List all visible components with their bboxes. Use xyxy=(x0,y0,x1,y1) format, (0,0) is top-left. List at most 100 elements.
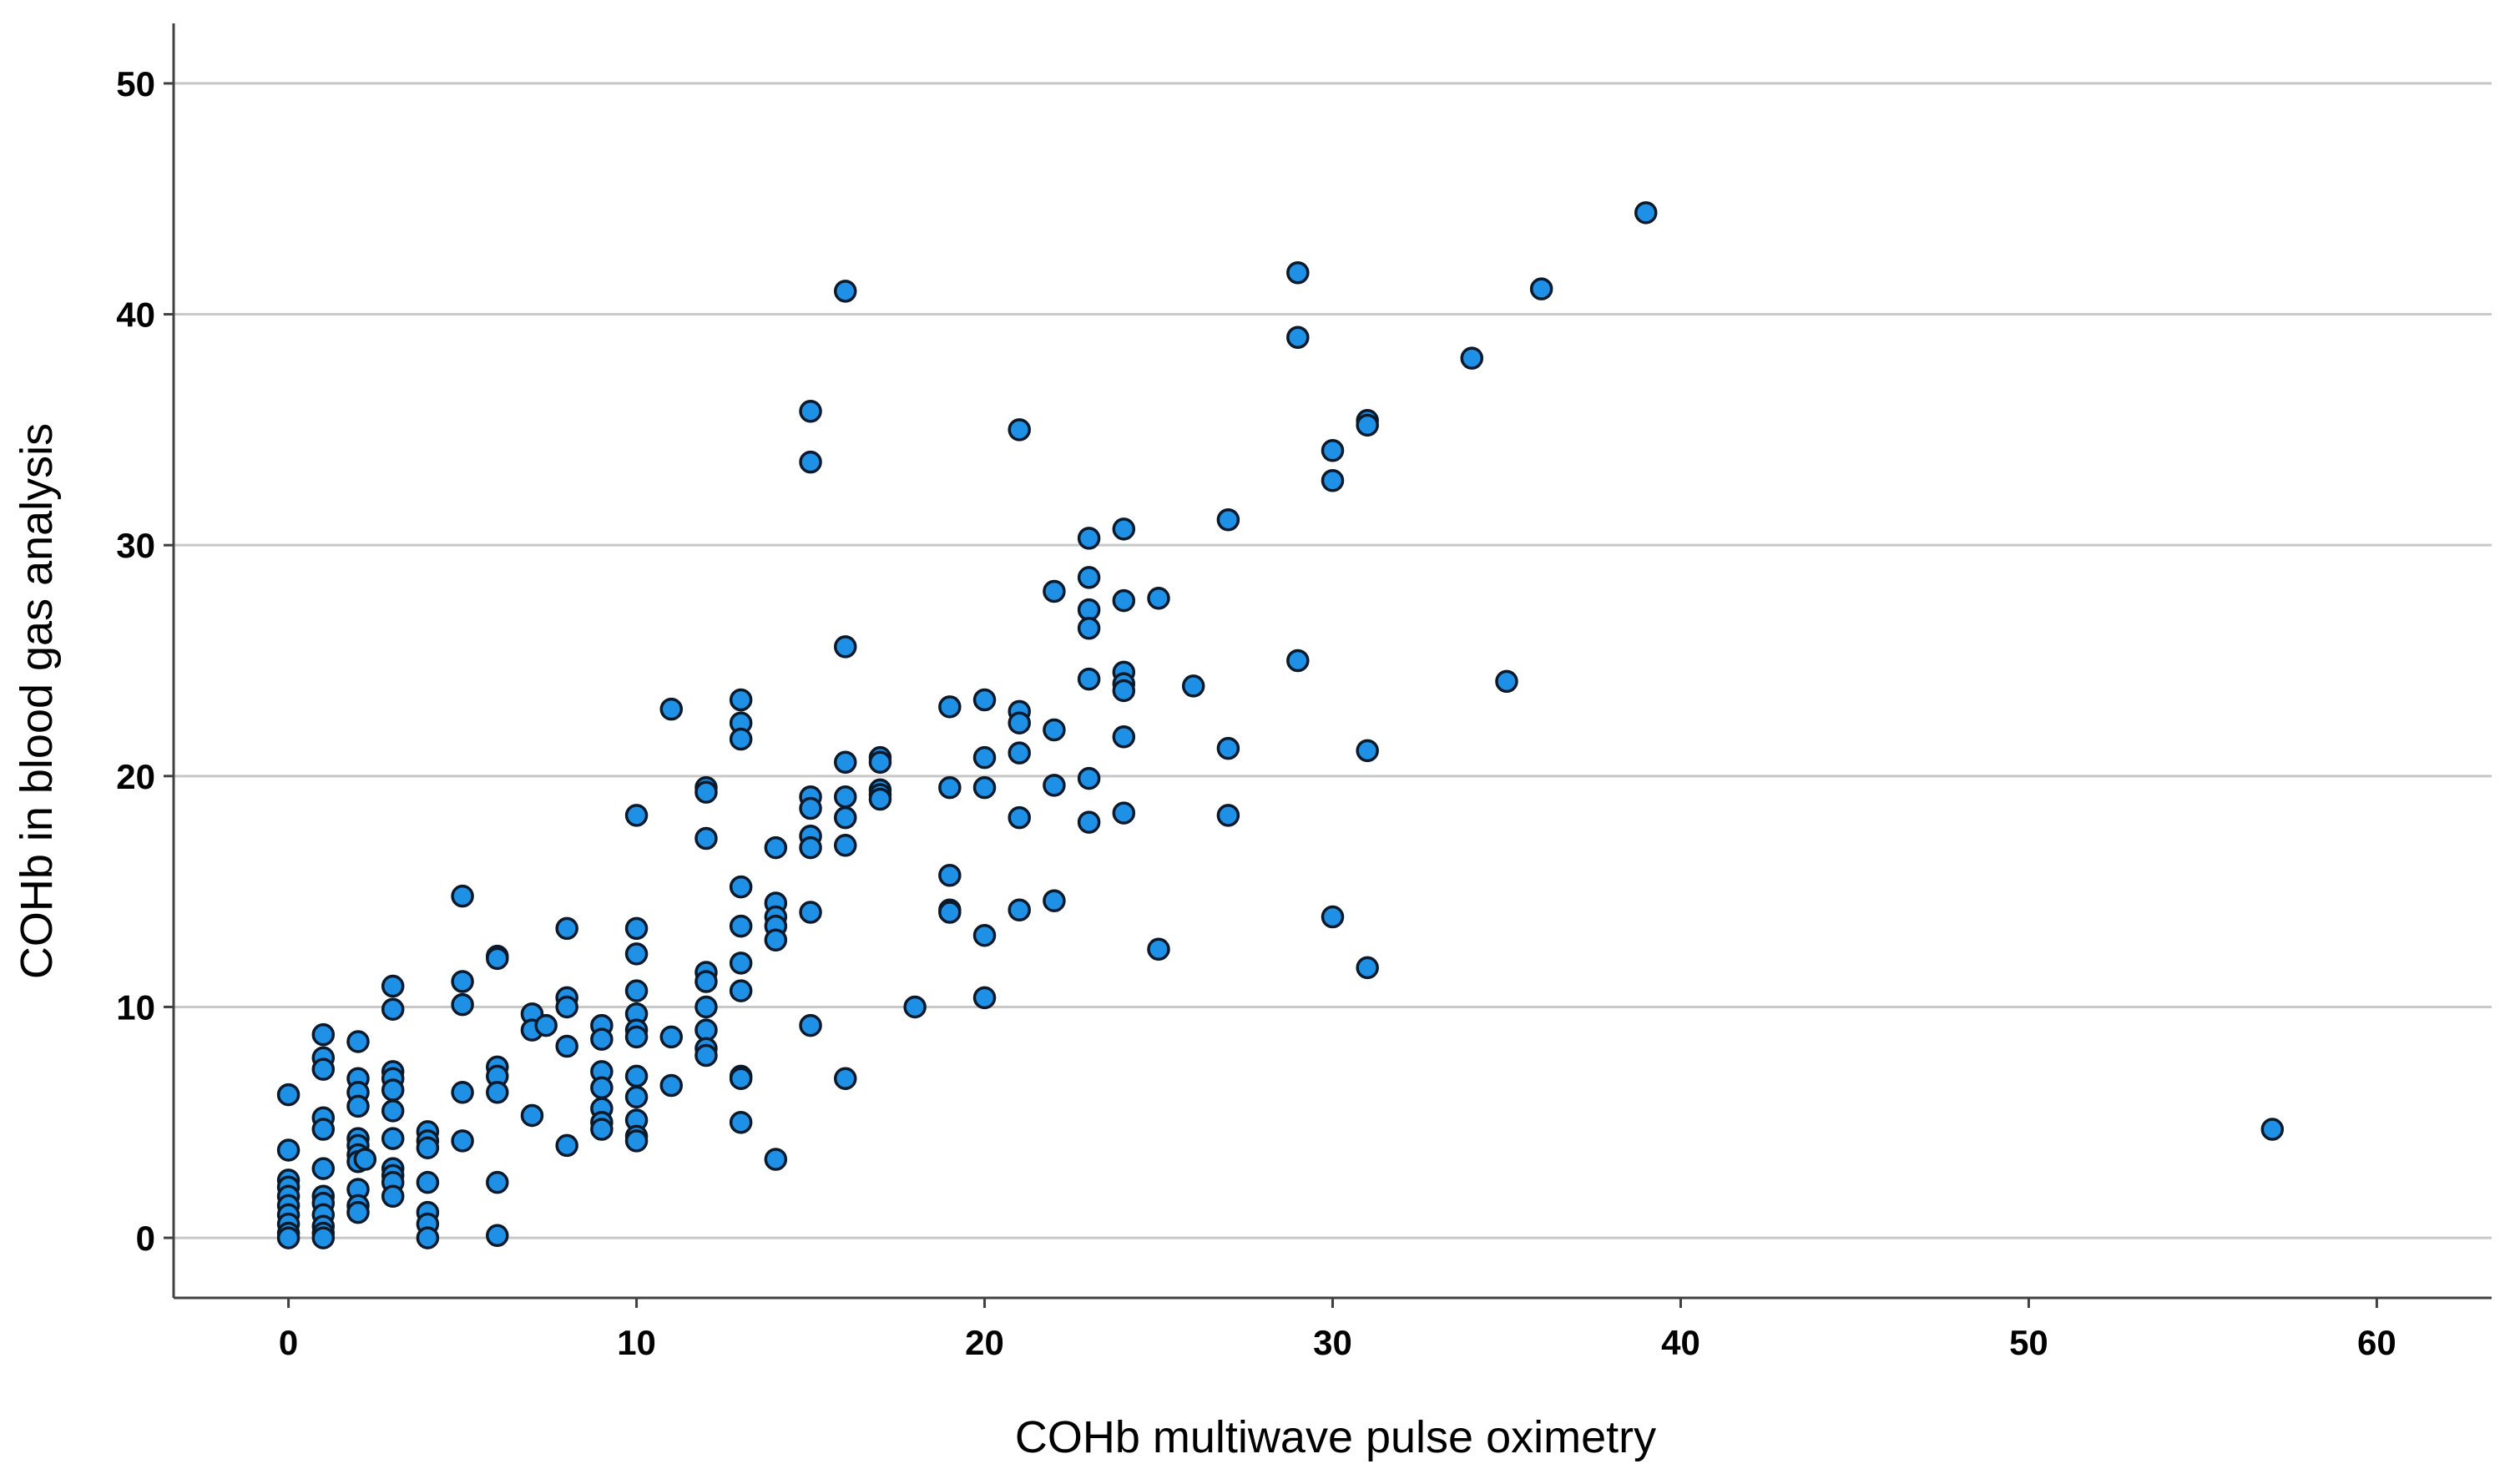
data-point xyxy=(972,775,997,800)
x-tick-label: 20 xyxy=(965,1323,1004,1362)
data-point xyxy=(868,787,892,811)
data-point xyxy=(903,995,927,1019)
data-point xyxy=(833,1067,857,1090)
data-point xyxy=(346,1094,370,1118)
data-point xyxy=(729,1067,753,1090)
data-point xyxy=(555,916,578,941)
data-point xyxy=(833,635,857,659)
data-point xyxy=(311,1157,336,1180)
data-point xyxy=(534,1013,558,1037)
data-point xyxy=(799,796,822,820)
data-point xyxy=(1356,739,1379,763)
data-point xyxy=(451,884,474,908)
data-point xyxy=(353,1148,377,1171)
data-point xyxy=(346,1200,370,1224)
data-point xyxy=(833,785,857,809)
data-point xyxy=(799,1013,822,1037)
y-tick-label: 50 xyxy=(116,64,155,103)
data-point xyxy=(1216,804,1240,827)
data-point xyxy=(694,826,718,851)
data-point xyxy=(799,399,822,423)
data-point xyxy=(555,1034,578,1058)
y-tick-label: 0 xyxy=(136,1219,155,1258)
data-point xyxy=(1286,261,1310,285)
data-point xyxy=(1147,937,1170,962)
data-point xyxy=(1008,741,1031,765)
data-point xyxy=(868,750,892,774)
data-point xyxy=(938,864,962,887)
data-point xyxy=(486,946,509,971)
data-point xyxy=(833,834,857,857)
y-tick-label: 40 xyxy=(116,295,155,335)
data-point xyxy=(1077,566,1101,589)
data-point xyxy=(381,1184,405,1209)
data-point xyxy=(799,901,822,924)
data-point xyxy=(729,979,753,1002)
data-point xyxy=(938,695,962,719)
data-point xyxy=(276,1138,300,1162)
data-point xyxy=(1286,649,1310,673)
data-point xyxy=(764,928,788,951)
data-point xyxy=(624,1129,649,1153)
data-point xyxy=(938,901,962,924)
x-tick-label: 30 xyxy=(1313,1323,1352,1362)
data-point xyxy=(972,923,997,947)
data-point xyxy=(624,979,649,1002)
data-point xyxy=(972,688,997,712)
data-point xyxy=(555,1133,578,1158)
data-point xyxy=(729,951,753,975)
data-point xyxy=(1008,898,1031,922)
data-point xyxy=(381,997,405,1021)
data-point xyxy=(1077,617,1101,640)
data-point xyxy=(381,1078,405,1102)
data-point xyxy=(624,942,649,966)
y-tick-label: 10 xyxy=(116,987,155,1027)
data-point xyxy=(1634,201,1658,225)
data-point xyxy=(1321,468,1345,492)
data-point xyxy=(659,1025,684,1049)
data-point xyxy=(1112,588,1136,613)
data-point xyxy=(833,280,857,303)
data-point xyxy=(451,1129,474,1153)
data-point xyxy=(1043,718,1066,742)
x-tick-label: 60 xyxy=(2357,1323,2396,1362)
data-point xyxy=(1321,439,1345,462)
x-axis-ticks: 0 10 20 30 40 50 60 xyxy=(279,1298,2396,1362)
data-point xyxy=(972,745,997,770)
y-axis-title: COHb in blood gas analysis xyxy=(12,423,62,979)
data-point xyxy=(381,1099,405,1123)
data-point xyxy=(486,1170,509,1194)
data-point xyxy=(729,914,753,938)
x-tick-label: 0 xyxy=(279,1323,298,1362)
data-point xyxy=(1112,517,1136,541)
y-axis-ticks: 0 10 20 30 40 50 xyxy=(116,64,174,1258)
data-point xyxy=(729,1111,753,1134)
data-point xyxy=(1286,326,1310,349)
x-tick-label: 40 xyxy=(1661,1323,1700,1362)
data-point xyxy=(1043,889,1066,912)
data-point xyxy=(590,1076,614,1100)
x-axis-title: COHb multiwave pulse oximetry xyxy=(1015,1412,1656,1462)
data-point xyxy=(381,974,405,998)
data-point xyxy=(1043,579,1066,603)
data-point xyxy=(1112,679,1136,703)
data-point xyxy=(1008,711,1031,734)
data-point xyxy=(416,1170,440,1194)
data-point xyxy=(590,1118,614,1141)
data-point xyxy=(729,688,753,712)
data-point xyxy=(624,804,649,827)
data-point xyxy=(1356,413,1379,437)
data-point xyxy=(1529,277,1553,300)
data-point xyxy=(346,1030,370,1053)
data-point xyxy=(624,916,649,941)
data-point xyxy=(311,1118,336,1141)
data-point xyxy=(1008,805,1031,830)
y-tick-label: 20 xyxy=(116,757,155,796)
data-point xyxy=(659,1073,684,1098)
data-points xyxy=(276,201,2285,1249)
data-point xyxy=(694,780,718,804)
data-point xyxy=(799,835,822,860)
data-point xyxy=(1181,674,1205,698)
